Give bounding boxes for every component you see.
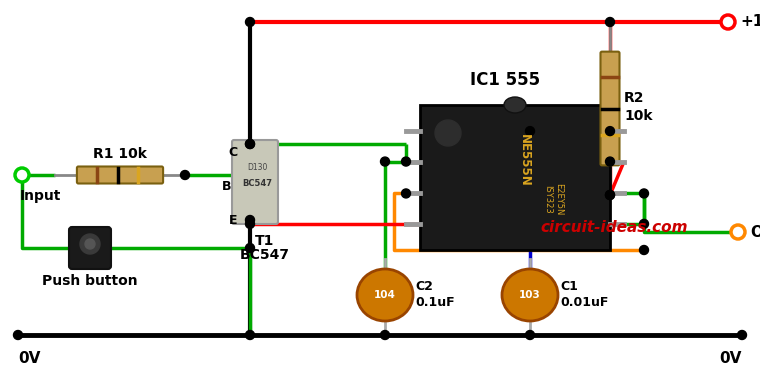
Circle shape <box>14 331 23 339</box>
Circle shape <box>245 215 255 225</box>
Text: 104: 104 <box>374 290 396 300</box>
Circle shape <box>245 139 255 149</box>
Circle shape <box>731 225 745 239</box>
Circle shape <box>606 190 615 200</box>
Text: 0V: 0V <box>18 351 40 366</box>
Text: BC547: BC547 <box>240 248 290 262</box>
Circle shape <box>606 190 615 200</box>
Circle shape <box>639 189 648 198</box>
Text: Input: Input <box>20 189 62 203</box>
FancyBboxPatch shape <box>69 227 111 269</box>
Circle shape <box>245 219 255 228</box>
Ellipse shape <box>502 269 558 321</box>
Circle shape <box>639 246 648 254</box>
Text: 103: 103 <box>519 290 541 300</box>
Circle shape <box>381 331 389 339</box>
Circle shape <box>525 127 534 135</box>
Text: 0.1uF: 0.1uF <box>415 297 454 309</box>
Circle shape <box>85 239 95 249</box>
FancyBboxPatch shape <box>600 52 619 166</box>
Circle shape <box>721 15 735 29</box>
Ellipse shape <box>504 97 526 113</box>
Circle shape <box>606 127 615 135</box>
Circle shape <box>245 243 255 252</box>
Text: B: B <box>222 181 232 193</box>
Text: NE555N: NE555N <box>518 134 531 186</box>
Text: D130: D130 <box>247 163 268 171</box>
Circle shape <box>15 168 29 182</box>
FancyBboxPatch shape <box>77 167 163 184</box>
Bar <box>420 105 610 250</box>
Circle shape <box>606 157 615 166</box>
FancyBboxPatch shape <box>232 140 278 224</box>
Ellipse shape <box>357 269 413 321</box>
Text: +12V: +12V <box>740 15 760 29</box>
Text: IC1 555: IC1 555 <box>470 71 540 89</box>
Circle shape <box>525 331 534 339</box>
Circle shape <box>435 120 461 146</box>
Text: 0V: 0V <box>720 351 742 366</box>
Text: 0.01uF: 0.01uF <box>560 297 608 309</box>
Text: E2EY5N
ISY323: E2EY5N ISY323 <box>543 183 562 215</box>
Circle shape <box>639 219 648 228</box>
Text: C1: C1 <box>560 280 578 294</box>
Text: circuit-ideas.com: circuit-ideas.com <box>540 221 688 236</box>
Circle shape <box>80 234 100 254</box>
Text: C2: C2 <box>415 280 433 294</box>
Circle shape <box>181 171 189 179</box>
Text: R1 10k: R1 10k <box>93 147 147 161</box>
Text: C: C <box>229 145 238 159</box>
Circle shape <box>606 18 615 26</box>
Circle shape <box>245 18 255 26</box>
Text: E: E <box>229 214 237 226</box>
Text: T1: T1 <box>255 234 274 248</box>
Text: BC547: BC547 <box>242 179 272 189</box>
Circle shape <box>245 331 255 339</box>
Text: Output: Output <box>750 225 760 240</box>
Circle shape <box>401 157 410 166</box>
Text: R2: R2 <box>624 91 644 105</box>
Circle shape <box>724 18 733 26</box>
Text: 10k: 10k <box>624 109 653 124</box>
Circle shape <box>401 189 410 198</box>
Circle shape <box>245 139 255 149</box>
Text: Push button: Push button <box>43 274 138 288</box>
Circle shape <box>737 331 746 339</box>
Circle shape <box>381 157 389 166</box>
